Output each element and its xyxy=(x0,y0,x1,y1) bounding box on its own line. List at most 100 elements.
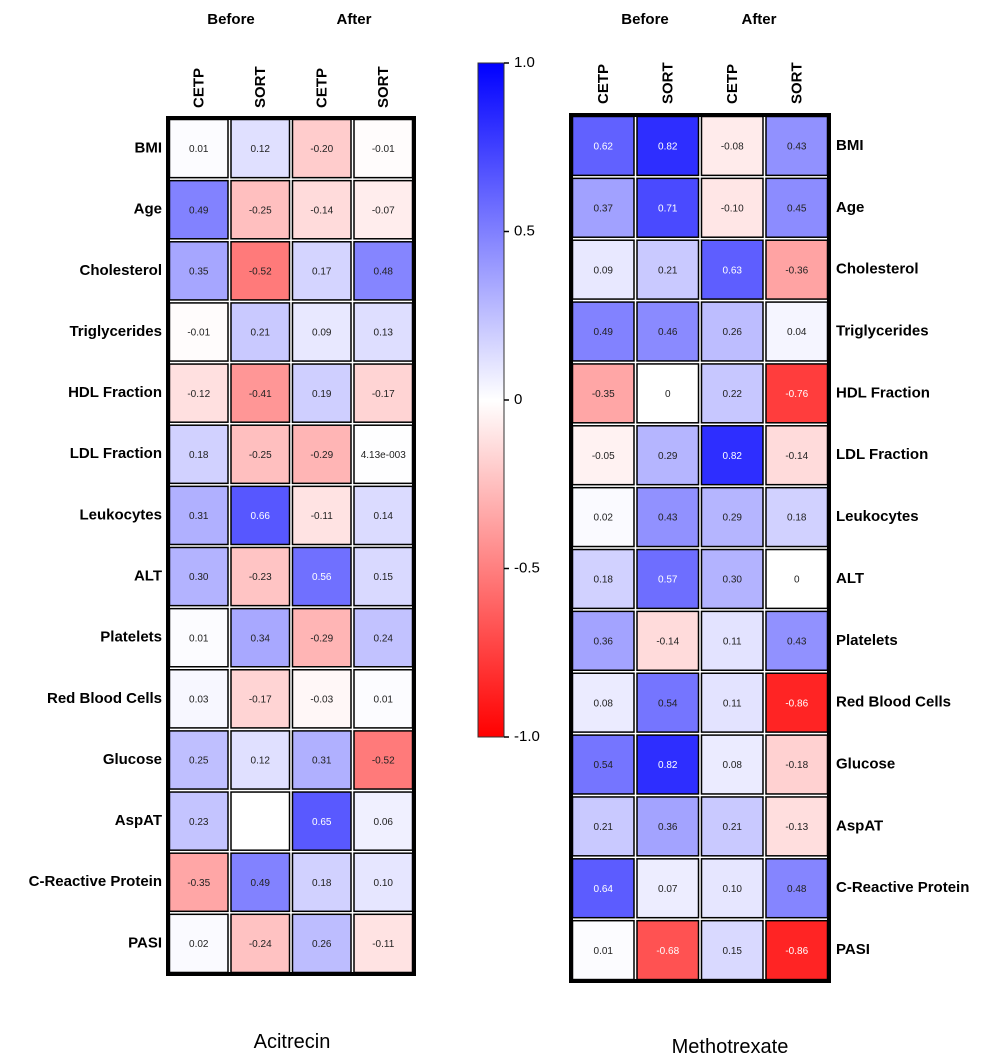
heatmap-cell xyxy=(230,363,291,423)
heatmap-cell xyxy=(571,486,635,548)
cell-value-label: 0.18 xyxy=(787,513,807,524)
row-label: Age xyxy=(134,201,162,218)
heatmap-cell xyxy=(291,730,352,790)
heatmap-cell xyxy=(765,610,829,671)
heatmap-cell xyxy=(700,486,764,548)
row-label: ALT xyxy=(134,568,162,585)
cell-value-label: 0.14 xyxy=(374,511,394,522)
heatmap-cell xyxy=(230,913,291,974)
column-header-sort: SORT xyxy=(375,66,392,108)
heatmap-cell xyxy=(636,796,700,857)
cell-value-label: 0.04 xyxy=(787,327,807,338)
row-label: Glucose xyxy=(836,755,895,772)
heatmap-cell xyxy=(700,301,764,362)
column-headers: CETP SORT CETP SORT xyxy=(191,66,393,108)
heatmap-cell xyxy=(636,548,700,610)
heatmap-cell xyxy=(353,485,414,546)
heatmap-cell xyxy=(353,913,414,974)
heatmap-cell xyxy=(291,669,352,729)
heatmap-cell xyxy=(230,424,291,485)
cell-value-label: -0.01 xyxy=(372,144,395,155)
cell-value-label: -0.07 xyxy=(372,205,395,216)
cell-value-label: -0.13 xyxy=(785,822,808,833)
heatmap-cell xyxy=(571,796,635,857)
column-header-cetp: CETP xyxy=(724,64,741,104)
cell-value-label: 0 xyxy=(665,389,671,400)
cell-value-label: 0.29 xyxy=(723,513,743,524)
heatmap-cell xyxy=(636,858,700,919)
heatmap-cell xyxy=(700,548,764,610)
cell-value-label: 0.49 xyxy=(189,205,209,216)
column-headers: CETP SORT CETP SORT xyxy=(595,62,806,104)
cell-value-label: -0.86 xyxy=(785,946,808,957)
cell-value-label: 0.43 xyxy=(787,636,807,647)
cell-value-label: 0.43 xyxy=(658,513,678,524)
heatmap-cell xyxy=(700,425,764,486)
cell-value-label: 0.30 xyxy=(189,572,209,583)
cell-value-label: 0.01 xyxy=(189,633,209,644)
row-label: Platelets xyxy=(836,632,898,649)
cell-value-label: -0.68 xyxy=(656,946,679,957)
cell-value-label: 0.30 xyxy=(723,575,743,586)
heatmap-cell xyxy=(765,115,829,177)
row-labels: BMI Age Cholesterol Triglycerides HDL Fracti… xyxy=(29,140,162,952)
heatmap-cell xyxy=(636,239,700,300)
row-label: LDL Fraction xyxy=(70,445,162,462)
cell-value-label: 0.11 xyxy=(723,636,742,647)
heatmap-cell xyxy=(291,913,352,974)
heatmap-cell xyxy=(636,919,700,981)
cell-value-label: 0.18 xyxy=(189,450,209,461)
cell-value-label: 0.11 xyxy=(723,698,742,709)
row-labels: BMI Age Cholesterol Triglycerides HDL Fracti… xyxy=(836,137,969,958)
heatmap-cell xyxy=(168,791,229,851)
row-label: HDL Fraction xyxy=(836,384,930,401)
heatmap-caption: Acitrecin xyxy=(254,1031,331,1053)
heatmap-cell xyxy=(636,610,700,671)
heatmap-cell xyxy=(700,115,764,177)
color-scale-tick-label: -1.0 xyxy=(514,728,540,745)
row-label: Leukocytes xyxy=(836,508,919,525)
cell-value-label: -0.03 xyxy=(310,694,333,705)
cell-value-label: 0.21 xyxy=(594,822,614,833)
cell-value-label: -0.36 xyxy=(785,265,808,276)
cell-value-label: 0.17 xyxy=(312,266,332,277)
heatmap-cell xyxy=(291,607,352,668)
cell-value-label: -0.35 xyxy=(592,389,615,400)
cell-value-label: -0.41 xyxy=(249,389,272,400)
color-scale-tick-label: 0 xyxy=(514,391,522,408)
cell-value-label: -0.76 xyxy=(785,389,808,400)
cell-value-label: 0.01 xyxy=(374,694,394,705)
heatmap-cell xyxy=(636,115,700,177)
heatmap-cell xyxy=(700,672,764,733)
cell-value-label: -0.01 xyxy=(187,328,210,339)
heatmap-cell xyxy=(571,363,635,424)
heatmap-cell xyxy=(353,241,414,301)
cell-value-label: 0.49 xyxy=(251,878,271,889)
cell-value-label: 0.03 xyxy=(189,694,209,705)
heatmap-cell xyxy=(353,607,414,668)
cell-value-label: 0.21 xyxy=(723,822,743,833)
column-header-sort: SORT xyxy=(660,62,677,104)
column-header-cetp: CETP xyxy=(314,68,331,108)
cell-value-label: 4.13e-003 xyxy=(361,450,406,461)
heatmap-cell xyxy=(291,852,352,913)
group-label-after: After xyxy=(741,11,776,28)
cell-value-label: 0.37 xyxy=(594,203,614,214)
cell-value-label: 0.01 xyxy=(189,144,209,155)
cell-value-label: 0.54 xyxy=(658,698,678,709)
heatmap-cell xyxy=(700,363,764,424)
cell-value-label: 0.49 xyxy=(594,327,614,338)
cell-value-label: 0.36 xyxy=(658,822,678,833)
cell-value-label: -0.86 xyxy=(785,698,808,709)
cell-value-label: -0.35 xyxy=(187,878,210,889)
row-label: BMI xyxy=(135,140,163,157)
cell-value-label: 0.48 xyxy=(374,266,394,277)
cell-value-label: -0.11 xyxy=(372,939,394,950)
heatmap-cell xyxy=(636,301,700,362)
cell-value-label: 0.57 xyxy=(658,575,678,586)
heatmap-cell xyxy=(765,919,829,981)
heatmap-methotrexate: Before After CETP SORT CETP SORT BMI Age Chol… xyxy=(569,11,969,1058)
cell-value-label: 0.23 xyxy=(189,817,209,828)
cell-value-label: 0.66 xyxy=(251,511,271,522)
row-label: HDL Fraction xyxy=(68,384,162,401)
